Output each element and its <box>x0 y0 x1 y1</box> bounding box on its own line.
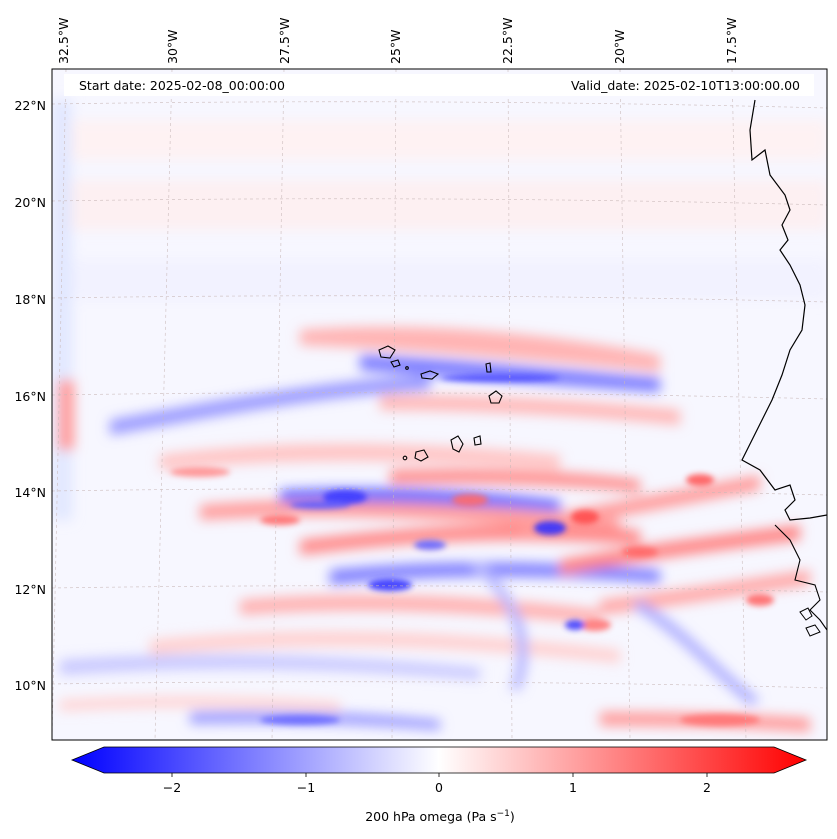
omega-field <box>52 69 827 740</box>
colorbar-tick-label: 2 <box>703 780 711 795</box>
lat-label: 10°N <box>14 678 46 693</box>
lat-label: 22°N <box>14 98 46 113</box>
colorbar-tick-label: −2 <box>163 780 181 795</box>
lon-label: 32.5°W <box>56 18 71 64</box>
colorbar-tick-label: −1 <box>297 780 315 795</box>
colorbar-tick-label: 1 <box>569 780 577 795</box>
cape-verde-islands <box>378 345 503 462</box>
lat-label: 12°N <box>14 582 46 597</box>
colorbar: −2 −1 0 1 2 200 hPa omega (Pa s−1) <box>70 746 808 824</box>
info-banner <box>64 74 814 96</box>
lon-label: 17.5°W <box>724 18 739 64</box>
map-panel: Start date: 2025-02-08_00:00:00 Valid_da… <box>51 68 828 741</box>
colorbar-label-main: 200 hPa omega (Pa s <box>365 809 496 824</box>
lat-label: 14°N <box>14 485 46 500</box>
colorbar-label-end: ) <box>510 809 515 824</box>
lat-label: 16°N <box>14 389 46 404</box>
colorbar-label-sup: −1 <box>497 809 510 819</box>
start-date-label: Start date: 2025-02-08_00:00:00 <box>79 78 285 93</box>
colorbar-tick-label: 0 <box>435 780 443 795</box>
graticule <box>52 69 827 740</box>
lat-label: 18°N <box>14 292 46 307</box>
africa-coastline-south <box>774 524 827 631</box>
lon-label: 30°W <box>165 29 180 64</box>
valid-date-label: Valid_date: 2025-02-10T13:00:00.00 <box>571 78 800 93</box>
africa-coastline <box>741 99 827 521</box>
map-frame <box>51 68 828 741</box>
lat-label: 20°N <box>14 195 46 210</box>
latitude-labels: 22°N 20°N 18°N 16°N 14°N 12°N 10°N <box>14 98 46 693</box>
colorbar-label: 200 hPa omega (Pa s−1) <box>365 809 515 824</box>
lon-label: 25°W <box>388 29 403 64</box>
lon-label: 22.5°W <box>500 18 515 64</box>
longitude-labels: 32.5°W 30°W 27.5°W 25°W 22.5°W 20°W 17.5… <box>56 18 739 64</box>
colorbar-body <box>70 746 808 774</box>
lon-label: 20°W <box>612 29 627 64</box>
colorbar-ticks <box>171 773 708 777</box>
lon-label: 27.5°W <box>277 18 292 64</box>
